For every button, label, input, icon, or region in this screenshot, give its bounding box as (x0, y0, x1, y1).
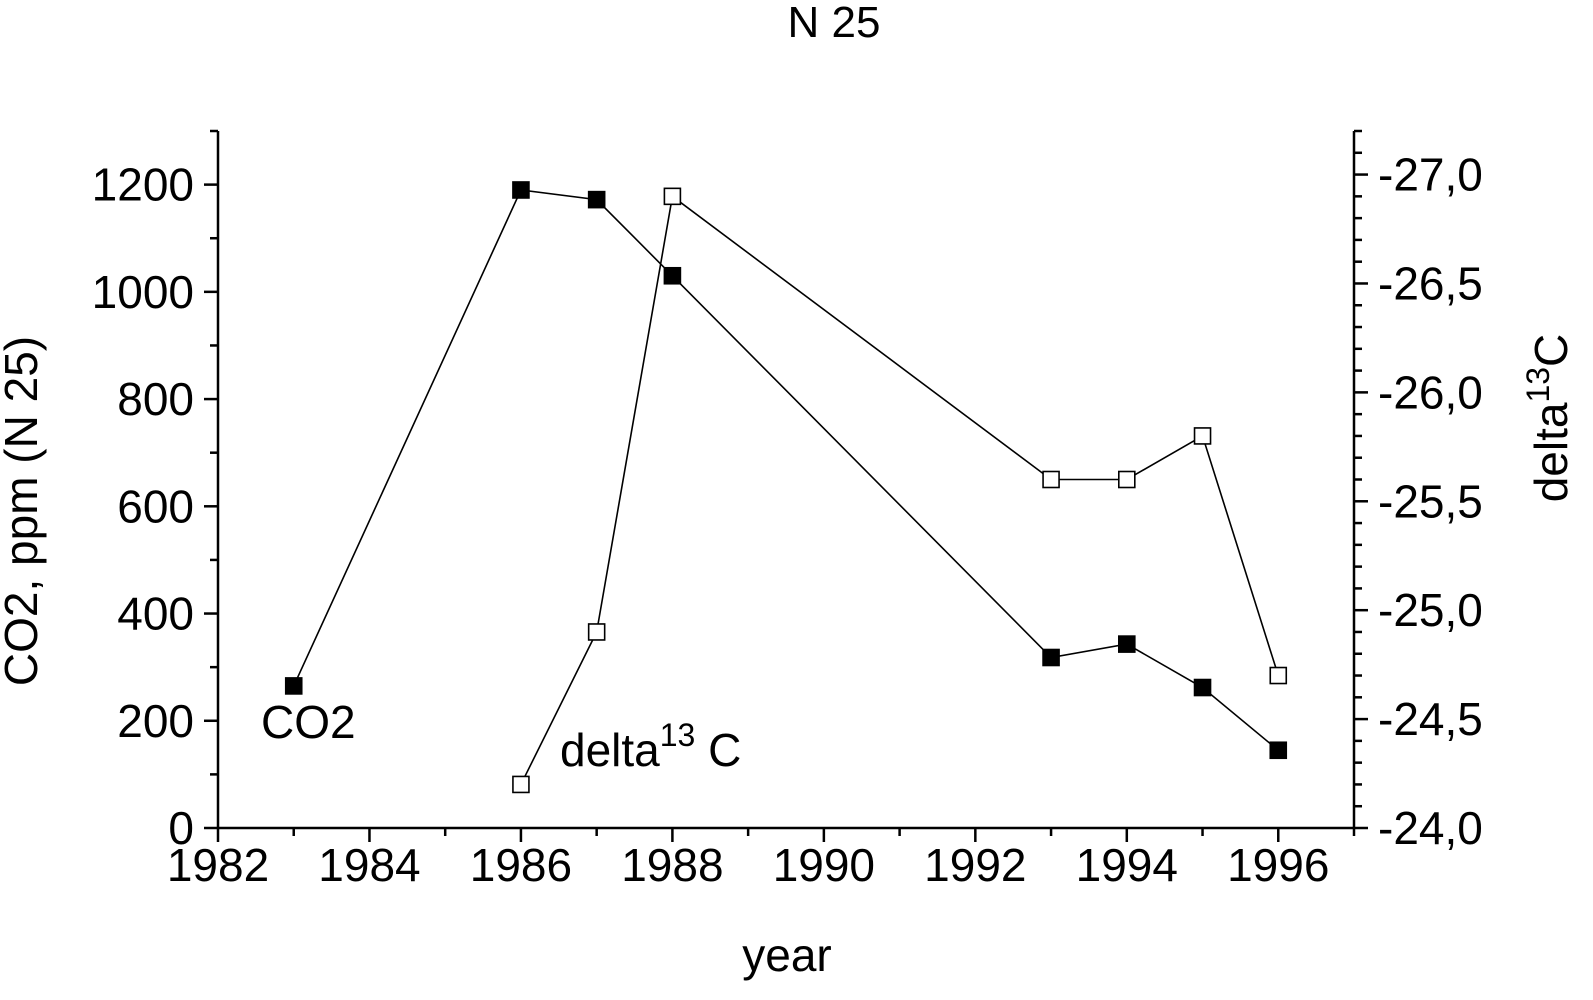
y-tick-label: 200 (117, 695, 194, 747)
x-tick-label: 1984 (318, 839, 420, 891)
data-point-delta13c (1042, 470, 1060, 489)
data-point-co2 (512, 181, 530, 199)
ticks: 1982 1984 1986 1988 1990 1992 1994 1996 0 200 400 6… (92, 129, 1483, 891)
data-point-co2 (1118, 635, 1136, 653)
y2-tick-label: -27,0 (1378, 149, 1483, 201)
data-point-co2 (1193, 678, 1212, 697)
x-axis-title: year (742, 929, 831, 981)
data-point-co2 (1042, 648, 1060, 667)
y-tick-label: 800 (117, 373, 194, 425)
y-tick-label: 400 (117, 588, 194, 640)
data-point-co2 (284, 677, 303, 695)
x-tick-label: 1990 (773, 839, 875, 891)
y2-axis-title: delta13C (1520, 334, 1577, 503)
x-tick-label: 1982 (167, 839, 269, 891)
y-tick-label: 0 (168, 802, 194, 854)
x-tick-label: 1988 (621, 839, 723, 891)
y2-tick-label: -25,5 (1378, 475, 1483, 527)
series-line-0 (293, 189, 1279, 751)
x-tick-label: 1986 (470, 839, 572, 891)
data-point-co2 (1269, 741, 1288, 760)
y-tick-label: 600 (117, 480, 194, 532)
y-tick-label: 1200 (92, 159, 194, 211)
data-point-delta13c (1193, 427, 1212, 445)
series-line-1 (520, 194, 1280, 785)
y2-tick-label: -24,0 (1378, 802, 1483, 854)
x-tick-label: 1994 (1076, 839, 1178, 891)
annotation-delta13c: delta13 C (560, 717, 741, 776)
series-markers (284, 181, 1288, 794)
x-tick-label: 1996 (1227, 839, 1329, 891)
chart-title: N 25 (788, 0, 881, 47)
data-point-delta13c (587, 623, 606, 641)
data-point-delta13c (512, 775, 530, 794)
y-tick-label: 1000 (92, 266, 194, 318)
data-point-delta13c (1118, 470, 1136, 489)
data-point-delta13c (663, 187, 682, 206)
data-point-delta13c (1269, 666, 1288, 685)
y2-tick-label: -24,5 (1378, 693, 1483, 745)
y2-tick-label: -26,5 (1378, 257, 1483, 309)
y-axis-title: CO2, ppm (N 25) (0, 336, 47, 686)
annotation-co2: CO2 (261, 696, 356, 748)
data-point-co2 (587, 190, 606, 209)
y2-tick-label: -25,0 (1378, 584, 1483, 636)
y2-tick-label: -26,0 (1378, 366, 1483, 418)
x-tick-label: 1992 (924, 839, 1026, 891)
data-point-co2 (663, 266, 682, 285)
